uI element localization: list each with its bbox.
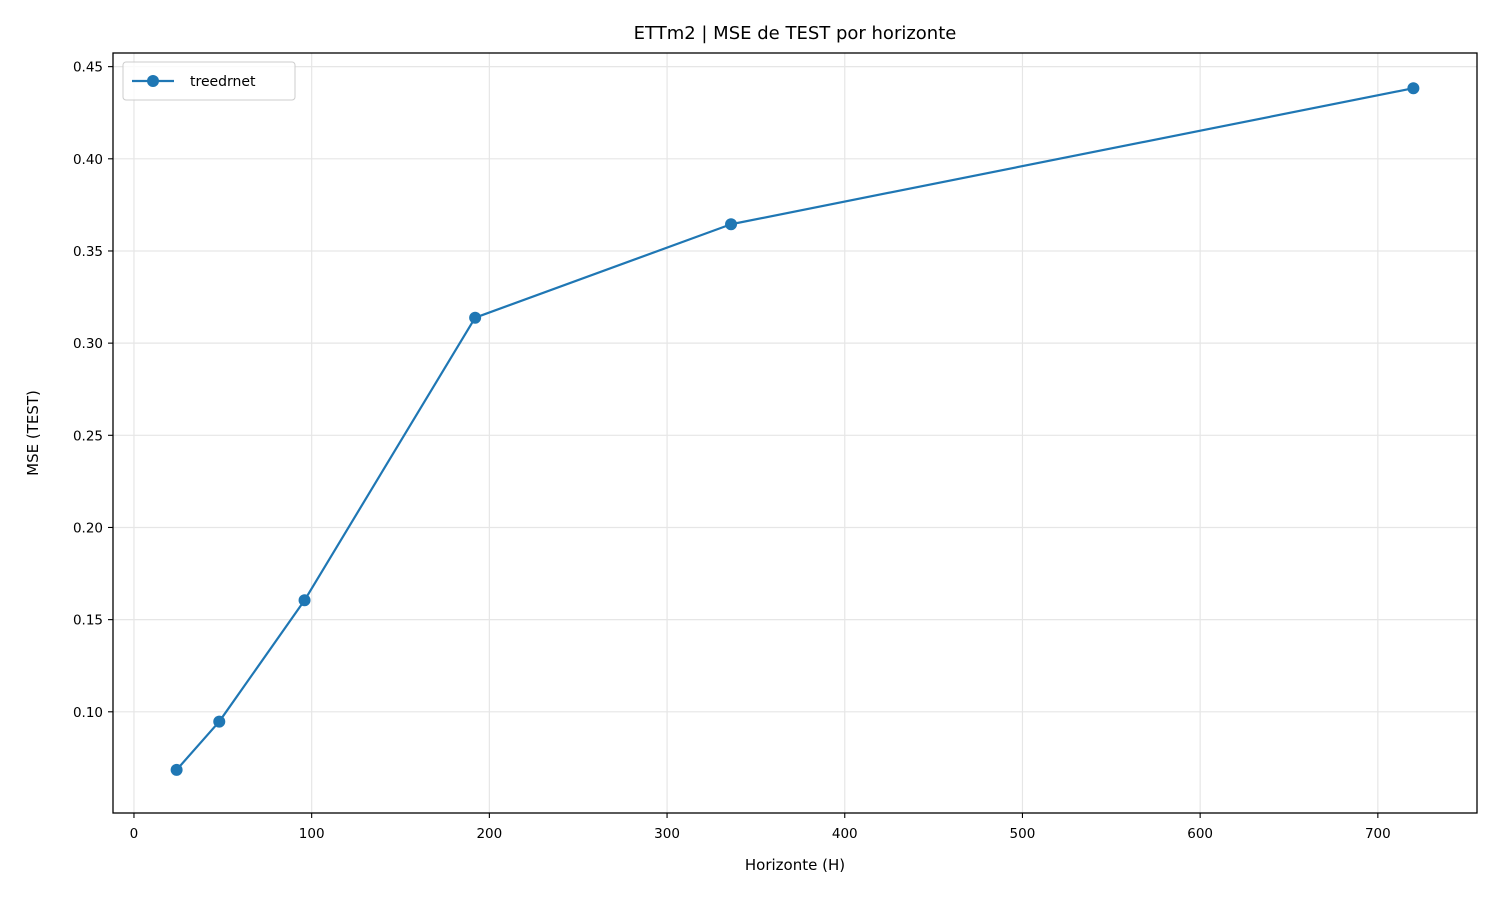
data-point xyxy=(725,218,738,231)
chart-title: ETTm2 | MSE de TEST por horizonte xyxy=(634,23,957,44)
legend: treedrnet xyxy=(122,61,296,101)
data-point xyxy=(298,594,311,607)
x-tick-label: 700 xyxy=(1365,826,1391,842)
data-point xyxy=(170,763,183,776)
data-point xyxy=(469,311,482,324)
series-line-treedrnet xyxy=(175,87,1414,771)
series-layer xyxy=(170,82,1420,776)
y-tick-label: 0.45 xyxy=(73,60,103,76)
x-tick-label: 100 xyxy=(299,826,325,842)
x-tick-label: 0 xyxy=(130,826,139,842)
data-point xyxy=(1407,82,1420,95)
y-tick-label: 0.10 xyxy=(73,705,103,721)
y-axis-label: MSE (TEST) xyxy=(24,390,42,476)
legend-label-treedrnet: treedrnet xyxy=(190,74,256,90)
data-point xyxy=(213,715,226,728)
plot-frame xyxy=(112,52,1478,814)
y-tick-label: 0.40 xyxy=(73,152,103,168)
y-tick-label: 0.25 xyxy=(73,428,103,444)
x-tick-label: 300 xyxy=(654,826,680,842)
legend-marker-sample xyxy=(147,75,159,87)
y-tick-label: 0.30 xyxy=(73,336,103,352)
y-tick-label: 0.35 xyxy=(73,244,103,260)
grid xyxy=(113,53,1477,813)
x-tick-label: 400 xyxy=(832,826,858,842)
y-tick-label: 0.15 xyxy=(73,613,103,629)
x-tick-label: 500 xyxy=(1010,826,1036,842)
x-tick-label: 600 xyxy=(1187,826,1213,842)
legend-box xyxy=(122,61,296,101)
x-axis-label: Horizonte (H) xyxy=(745,856,845,874)
y-tick-label: 0.20 xyxy=(73,520,103,536)
x-tick-label: 200 xyxy=(476,826,502,842)
ticks: 0 100 200 300 400 500 600 700 0.10 0.15 0.20 0.25 0.… xyxy=(73,60,1391,842)
